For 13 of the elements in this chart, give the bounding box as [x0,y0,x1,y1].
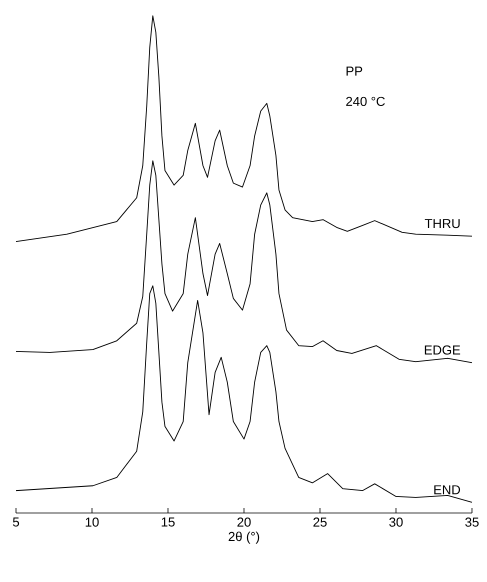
x-tick-label: 20 [237,518,251,527]
annotation: PP [346,66,362,76]
x-tick-label: 5 [12,518,20,527]
x-tick-label: 10 [86,518,99,527]
x-axis-title: 2θ (°) [228,532,260,544]
annotation: 240 °C [346,96,385,106]
series-label: THRU [424,219,460,228]
series-label: EDGE [424,345,460,355]
x-tick-label: 15 [162,518,175,527]
x-tick-label: 25 [313,518,327,527]
x-tick-label: 35 [465,518,479,527]
x-tick-label: 30 [389,518,403,527]
series-label: END [434,485,460,494]
